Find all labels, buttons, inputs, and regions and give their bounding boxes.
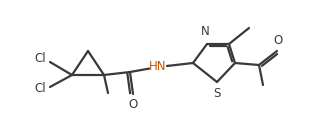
Text: S: S <box>213 87 221 100</box>
Text: Cl: Cl <box>34 82 46 95</box>
Text: O: O <box>128 98 138 111</box>
Text: O: O <box>273 34 283 47</box>
Text: Cl: Cl <box>34 53 46 65</box>
Text: HN: HN <box>149 61 167 74</box>
Text: N: N <box>201 25 209 38</box>
